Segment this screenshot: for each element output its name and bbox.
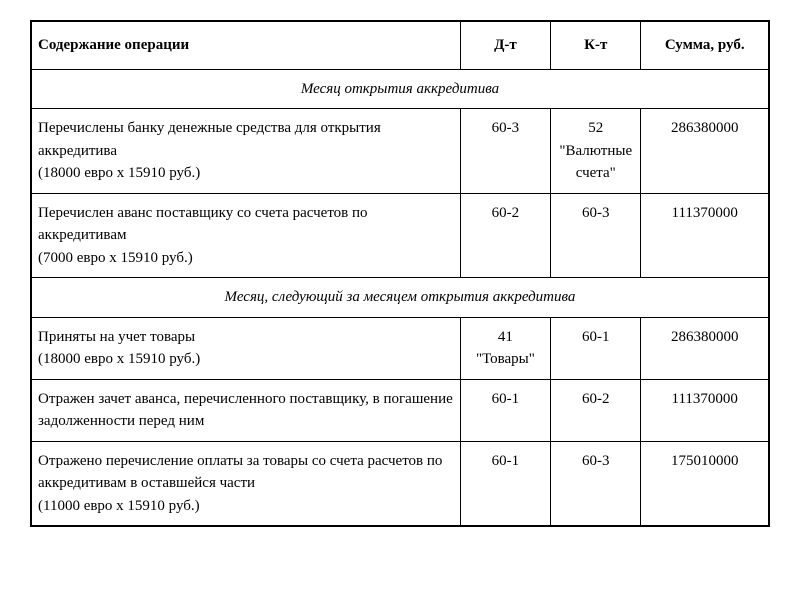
section-2-header: Месяц, следующий за месяцем открытия акк… — [31, 278, 769, 318]
header-description: Содержание операции — [31, 21, 460, 69]
cell-debit: 60-2 — [460, 193, 550, 278]
cell-credit: 52 "Валютные счета" — [551, 109, 641, 194]
cell-description: Приняты на учет товары (18000 евро x 159… — [31, 317, 460, 379]
cell-amount: 175010000 — [641, 441, 769, 526]
cell-debit: 41 "Товары" — [460, 317, 550, 379]
table-row: Перечислены банку денежные средства для … — [31, 109, 769, 194]
cell-debit: 60-1 — [460, 379, 550, 441]
cell-debit: 60-1 — [460, 441, 550, 526]
header-row: Содержание операции Д-т К-т Сумма, руб. — [31, 21, 769, 69]
table-row: Перечислен аванс поставщику со счета рас… — [31, 193, 769, 278]
cell-description: Перечислен аванс поставщику со счета рас… — [31, 193, 460, 278]
accounting-table: Содержание операции Д-т К-т Сумма, руб. … — [30, 20, 770, 527]
table-row: Приняты на учет товары (18000 евро x 159… — [31, 317, 769, 379]
cell-debit: 60-3 — [460, 109, 550, 194]
section-1-header: Месяц открытия аккредитива — [31, 69, 769, 109]
section-1-title: Месяц открытия аккредитива — [31, 69, 769, 109]
cell-amount: 111370000 — [641, 193, 769, 278]
table-row: Отражено перечисление оплаты за товары с… — [31, 441, 769, 526]
cell-description: Отражен зачет аванса, перечисленного пос… — [31, 379, 460, 441]
cell-amount: 111370000 — [641, 379, 769, 441]
section-2-title: Месяц, следующий за месяцем открытия акк… — [31, 278, 769, 318]
cell-amount: 286380000 — [641, 109, 769, 194]
cell-credit: 60-3 — [551, 441, 641, 526]
table-row: Отражен зачет аванса, перечисленного пос… — [31, 379, 769, 441]
cell-credit: 60-2 — [551, 379, 641, 441]
cell-credit: 60-1 — [551, 317, 641, 379]
header-credit: К-т — [551, 21, 641, 69]
cell-description: Перечислены банку денежные средства для … — [31, 109, 460, 194]
header-debit: Д-т — [460, 21, 550, 69]
cell-amount: 286380000 — [641, 317, 769, 379]
header-amount: Сумма, руб. — [641, 21, 769, 69]
cell-credit: 60-3 — [551, 193, 641, 278]
cell-description: Отражено перечисление оплаты за товары с… — [31, 441, 460, 526]
